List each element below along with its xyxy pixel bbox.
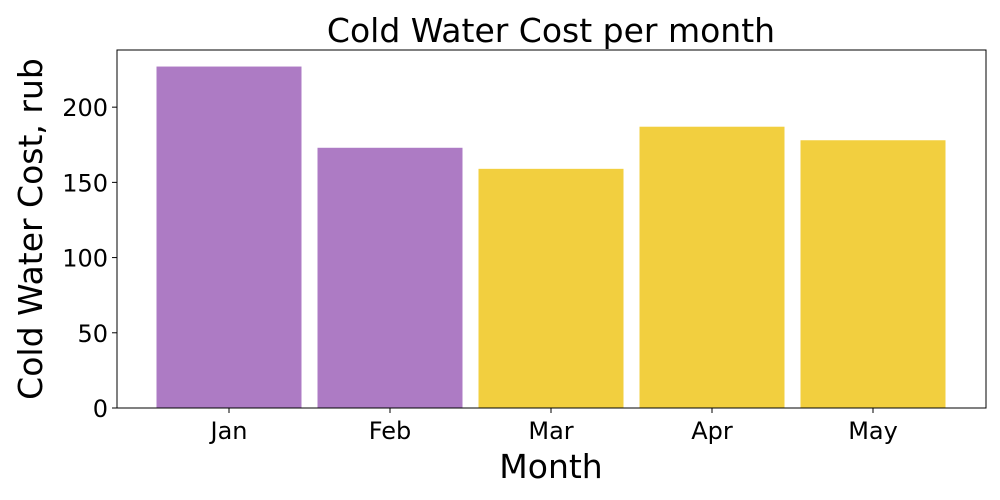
x-tick-label: Apr <box>691 417 733 445</box>
y-tick-label: 50 <box>77 320 108 348</box>
bar-feb <box>317 147 463 408</box>
bars-group <box>156 66 946 409</box>
bar-jan <box>156 66 302 409</box>
x-axis-label: Month <box>499 447 602 486</box>
y-tick-label: 100 <box>62 245 108 273</box>
bar-mar <box>478 168 624 408</box>
x-tick-label: Feb <box>369 417 412 445</box>
y-tick-label: 0 <box>93 395 108 423</box>
x-tick-label: Mar <box>528 417 573 445</box>
y-tick-label: 200 <box>62 94 108 122</box>
bar-apr <box>639 126 785 408</box>
y-axis-label: Cold Water Cost, rub <box>11 58 50 400</box>
x-tick-label: May <box>848 417 898 445</box>
x-axis: Jan Feb Mar Apr May <box>209 408 898 445</box>
y-axis: 0 50 100 150 200 <box>62 94 117 423</box>
x-tick-label: Jan <box>209 417 248 445</box>
y-tick-label: 150 <box>62 169 108 197</box>
chart-title: Cold Water Cost per month <box>327 11 775 50</box>
bar-may <box>800 140 946 408</box>
